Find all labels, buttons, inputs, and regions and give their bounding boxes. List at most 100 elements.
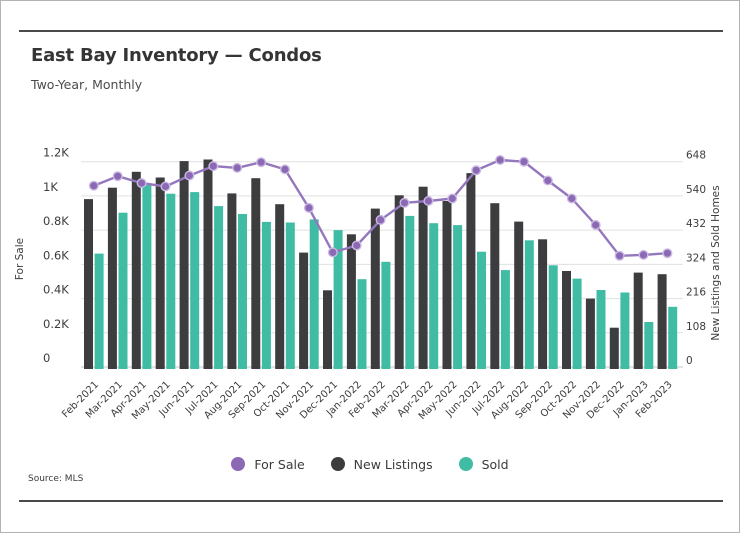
- bar-new-listings: [418, 186, 428, 369]
- bar-sold: [644, 322, 654, 369]
- marker-for-sale: [590, 219, 601, 230]
- bar-new-listings: [323, 290, 332, 369]
- legend-label: New Listings: [353, 456, 433, 472]
- right-tick-label: 0: [686, 355, 693, 367]
- marker-for-sale: [232, 162, 243, 173]
- bar-sold: [142, 185, 152, 369]
- bar-sold: [381, 261, 391, 369]
- bar-new-listings: [131, 171, 141, 369]
- left-tick-label: 0: [43, 351, 50, 365]
- bar-new-listings: [442, 201, 452, 369]
- right-tick-label: 216: [686, 287, 706, 299]
- bar-sold: [572, 278, 582, 369]
- bar-new-listings: [84, 199, 93, 369]
- chart-legend: For Sale New Listings Sold: [1, 450, 739, 478]
- legend-item-for-sale: For Sale: [231, 457, 305, 472]
- bar-new-listings: [370, 208, 380, 369]
- legend-item-sold: Sold: [458, 456, 509, 472]
- left-tick-label: 0.4K: [43, 283, 69, 297]
- top-rule: [19, 30, 723, 32]
- right-tick-label: 432: [686, 218, 706, 230]
- marker-for-sale: [519, 156, 530, 167]
- marker-for-sale: [136, 178, 147, 189]
- bar-sold: [668, 306, 678, 369]
- bar-sold: [166, 193, 176, 369]
- bar-sold: [333, 230, 343, 369]
- bar-sold: [118, 212, 128, 369]
- bar-sold: [94, 253, 104, 369]
- bar-sold: [500, 270, 510, 369]
- left-tick-label: 1K: [43, 180, 58, 194]
- marker-for-sale: [280, 164, 291, 175]
- bar-new-listings: [179, 161, 189, 369]
- right-tick-label: 108: [686, 321, 706, 333]
- bar-new-listings: [227, 193, 237, 369]
- bar-sold: [620, 292, 630, 369]
- bar-new-listings: [609, 327, 619, 369]
- bar-new-listings: [466, 173, 476, 369]
- marker-for-sale: [399, 197, 410, 208]
- marker-for-sale: [566, 193, 577, 204]
- marker-for-sale: [88, 180, 99, 191]
- bar-new-listings: [538, 239, 548, 369]
- legend-swatch-sold: [458, 457, 473, 471]
- marker-for-sale: [112, 171, 123, 182]
- bar-sold: [477, 251, 486, 369]
- legend-swatch-for-sale: [231, 457, 246, 471]
- bar-new-listings: [394, 195, 404, 369]
- marker-for-sale: [662, 248, 673, 259]
- bar-new-listings: [633, 272, 643, 369]
- bar-sold: [524, 240, 534, 369]
- bar-new-listings: [203, 159, 213, 369]
- bar-new-listings: [562, 271, 571, 369]
- marker-for-sale: [375, 214, 386, 225]
- bar-new-listings: [275, 204, 285, 369]
- bar-sold: [238, 214, 247, 369]
- left-tick-label: 0.6K: [43, 248, 69, 262]
- bar-new-listings: [585, 298, 595, 369]
- marker-for-sale: [423, 195, 434, 206]
- marker-for-sale: [542, 175, 553, 186]
- bar-sold: [596, 290, 606, 369]
- left-tick-label: 0.8K: [43, 214, 69, 228]
- bar-sold: [309, 219, 319, 369]
- legend-item-new-listings: New Listings: [330, 456, 433, 472]
- bar-sold: [429, 223, 439, 369]
- marker-for-sale: [303, 202, 314, 213]
- bar-sold: [214, 206, 224, 369]
- source-note: Source: MLS: [28, 474, 84, 484]
- bar-sold: [453, 225, 463, 369]
- page-subtitle: Two-Year, Monthly: [31, 77, 143, 92]
- marker-for-sale: [184, 170, 195, 181]
- marker-for-sale: [351, 240, 362, 251]
- left-tick-label: 1.2K: [43, 146, 69, 160]
- bar-new-listings: [251, 178, 261, 369]
- marker-for-sale: [447, 193, 458, 204]
- marker-for-sale: [614, 250, 625, 261]
- bar-new-listings: [299, 252, 309, 369]
- bar-new-listings: [346, 234, 356, 369]
- bottom-rule: [19, 500, 723, 502]
- page-title: East Bay Inventory — Condos: [31, 45, 322, 66]
- legend-swatch-new-listings: [330, 457, 345, 471]
- marker-for-sale: [256, 157, 267, 168]
- bar-sold: [285, 222, 295, 369]
- bar-sold: [548, 265, 558, 369]
- bar-new-listings: [657, 274, 667, 369]
- bar-new-listings: [514, 221, 524, 369]
- marker-for-sale: [495, 154, 506, 165]
- bar-sold: [357, 279, 367, 369]
- marker-for-sale: [638, 249, 649, 260]
- legend-label: Sold: [481, 456, 509, 472]
- marker-for-sale: [208, 161, 219, 172]
- bar-sold: [405, 215, 415, 369]
- left-tick-label: 0.2K: [43, 317, 69, 331]
- bar-new-listings: [155, 177, 165, 369]
- bar-sold: [190, 192, 200, 369]
- marker-for-sale: [471, 165, 482, 176]
- right-tick-label: 648: [686, 150, 706, 162]
- marker-for-sale: [327, 247, 338, 258]
- right-tick-label: 324: [686, 252, 706, 264]
- marker-for-sale: [160, 181, 171, 192]
